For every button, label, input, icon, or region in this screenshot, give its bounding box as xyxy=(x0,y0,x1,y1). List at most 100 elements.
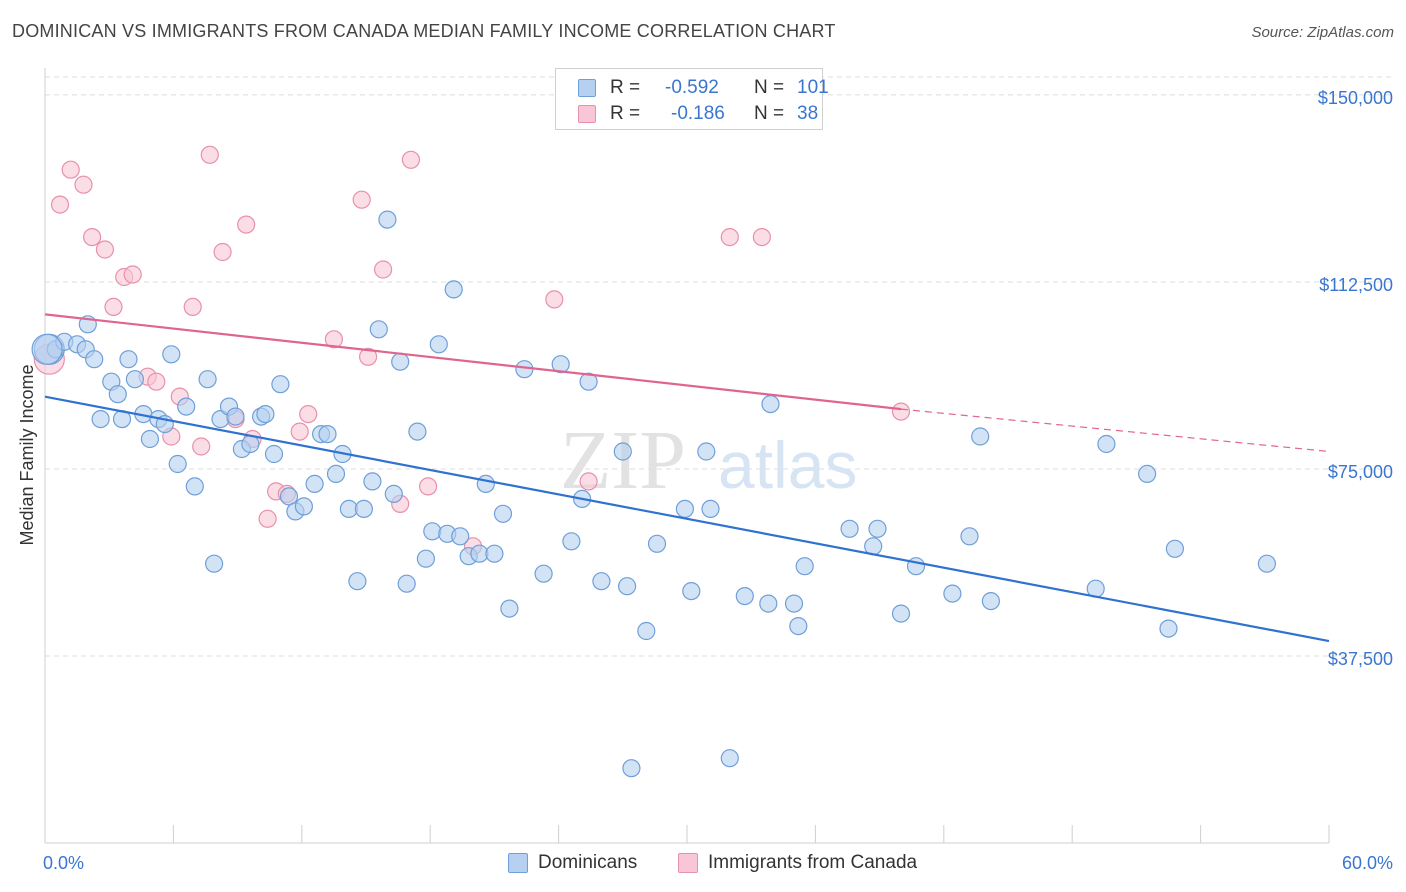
canada-point xyxy=(290,422,309,441)
canada-point xyxy=(213,242,232,262)
dominican-point xyxy=(294,497,313,516)
dominican-point xyxy=(476,474,495,493)
canada-point xyxy=(61,160,80,179)
dominican-point xyxy=(256,405,275,424)
legend-n-value: 38 xyxy=(797,103,819,124)
dominican-point xyxy=(701,499,720,518)
legend-r-value: -0.186 xyxy=(671,103,725,124)
dominican-point xyxy=(348,572,367,591)
dominican-point xyxy=(429,335,448,354)
dominican-point xyxy=(562,532,581,551)
y-axis-label: Median Family Income xyxy=(17,364,37,545)
dominican-point xyxy=(119,350,138,369)
dominican-point xyxy=(735,586,754,606)
canada-point xyxy=(258,509,277,528)
dominican-point xyxy=(971,427,990,446)
bottom-legend-label: Dominicans xyxy=(538,852,638,873)
dominican-point xyxy=(613,442,632,461)
y-tick-label: $112,500 xyxy=(1319,275,1393,295)
dominican-point xyxy=(85,350,104,369)
chart-title: DOMINICAN VS IMMIGRANTS FROM CANADA MEDI… xyxy=(12,21,836,41)
canada-point xyxy=(95,240,115,259)
dominican-point xyxy=(891,604,911,623)
bottom-legend-swatch-pink xyxy=(678,853,698,873)
dominican-point xyxy=(408,422,427,441)
y-tick-label: $75,000 xyxy=(1328,462,1393,482)
dominican-point xyxy=(423,522,442,541)
dominican-point xyxy=(416,549,435,568)
dominican-point xyxy=(551,355,570,374)
canada-point xyxy=(299,405,318,424)
dominican-point xyxy=(943,584,962,603)
dominican-point xyxy=(198,370,217,389)
legend-r-label: R = xyxy=(610,103,641,124)
x-tick-label-max: 60.0% xyxy=(1342,853,1393,873)
canada-point xyxy=(374,260,393,279)
dominican-point xyxy=(761,395,780,414)
dominican-point xyxy=(140,429,159,449)
dominican-point xyxy=(326,464,346,483)
dominican-point xyxy=(205,554,224,573)
canada-point xyxy=(545,290,564,309)
dominican-point xyxy=(795,557,814,576)
dominican-point xyxy=(682,581,701,601)
dominican-point xyxy=(444,280,463,299)
dominican-point xyxy=(363,472,382,491)
dominican-point xyxy=(226,407,245,426)
dominican-point xyxy=(1257,554,1277,573)
dominican-point xyxy=(981,591,1001,611)
dominican-point xyxy=(271,375,290,394)
legend-n-value: 101 xyxy=(797,77,829,98)
canada-point xyxy=(82,228,102,247)
dominican-point xyxy=(500,599,519,618)
dominican-point xyxy=(675,499,695,518)
canada-point xyxy=(891,402,911,421)
dominican-point xyxy=(493,504,513,523)
correlation-legend: R = -0.592 N = 101 R = -0.186 N = 38 xyxy=(555,68,829,130)
data-points xyxy=(31,145,1277,778)
dominican-point xyxy=(579,372,598,391)
canada-point xyxy=(752,228,772,247)
legend-r-label: R = xyxy=(610,77,641,98)
dominican-point xyxy=(279,487,299,506)
dominican-point xyxy=(378,210,397,229)
legend-r-value: -0.592 xyxy=(665,77,719,98)
canada-point xyxy=(74,175,93,194)
y-tick-label: $150,000 xyxy=(1318,88,1393,108)
dominican-point xyxy=(784,594,804,613)
legend-n-label: N = xyxy=(754,77,785,98)
dominican-point xyxy=(31,333,63,365)
dominican-point xyxy=(637,621,656,641)
y-tick-label: $37,500 xyxy=(1328,649,1393,669)
canada-point xyxy=(183,297,202,316)
dominican-point xyxy=(759,594,778,613)
dominican-point xyxy=(391,352,410,371)
canada-point xyxy=(147,372,166,391)
canada-point xyxy=(324,330,343,349)
dominican-point xyxy=(177,397,196,416)
dominican-point xyxy=(720,749,739,768)
canada-point xyxy=(579,472,598,491)
y-tick-labels: $37,500 $75,000 $112,500 $150,000 xyxy=(1318,88,1393,669)
canada-point xyxy=(237,215,256,234)
legend-swatch-blue xyxy=(578,79,596,97)
canada-point xyxy=(192,437,211,456)
bottom-legend-swatch-blue xyxy=(508,853,528,873)
canada-point xyxy=(50,195,70,214)
dominican-point xyxy=(168,454,187,474)
dominican-point xyxy=(185,477,204,496)
trend-lines xyxy=(44,313,1330,643)
dominican-point xyxy=(384,484,403,503)
x-tick-label-min: 0.0% xyxy=(43,853,84,873)
dominican-point xyxy=(369,320,388,339)
canada-point xyxy=(104,297,123,316)
watermark-atlas: atlas xyxy=(718,428,857,502)
dominican-point xyxy=(451,527,470,546)
dominican-point xyxy=(515,360,534,379)
canada-point xyxy=(352,190,371,209)
dominican-point xyxy=(960,527,979,546)
grid-lines xyxy=(45,76,1392,657)
dominican-point xyxy=(241,434,260,454)
dominican-point xyxy=(305,474,324,493)
